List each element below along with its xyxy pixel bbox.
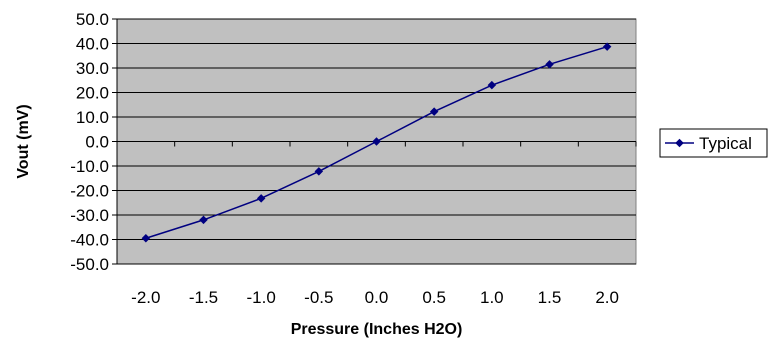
y-axis-title: Vout (mV): [15, 104, 32, 178]
legend-label: Typical: [699, 134, 752, 153]
data-point: [487, 80, 497, 90]
x-tick-labels: -2.0 -1.5 -1.0 -0.5 0.0 0.5 1.0 1.5 2.0: [131, 288, 619, 307]
y-tick-label: 30.0: [76, 59, 109, 78]
x-tick-label: 1.5: [538, 288, 562, 307]
y-tick-label: -30.0: [70, 206, 109, 225]
data-point: [372, 137, 381, 146]
y-tick-label: -20.0: [70, 182, 109, 201]
y-tick-labels: 50.0 40.0 30.0 20.0 10.0 0.0 -10.0 -20.0 -30.0 -4…: [70, 10, 109, 274]
grid-lines: [112, 18, 636, 265]
x-tick-label: 0.5: [422, 288, 446, 307]
x-tick-label: -1.0: [247, 288, 276, 307]
y-tick-label: -40.0: [70, 231, 109, 250]
x-tick-label: 1.0: [480, 288, 504, 307]
y-tick-label: 50.0: [76, 10, 109, 29]
y-tick-label: -50.0: [70, 255, 109, 274]
legend: Typical: [659, 128, 768, 158]
data-point: [314, 167, 324, 176]
x-tick-label: 2.0: [595, 288, 619, 307]
y-tick-label: -10.0: [70, 157, 109, 176]
y-tick-label: 10.0: [76, 108, 109, 127]
x-tick-label: -1.5: [189, 288, 218, 307]
axes: [116, 19, 637, 264]
data-point: [429, 107, 439, 116]
x-axis-title: Pressure (Inches H2O): [291, 321, 463, 338]
y-tick-label: 40.0: [76, 35, 109, 54]
x-tick-label: -2.0: [131, 288, 160, 307]
x-tick-label: 0.0: [365, 288, 389, 307]
data-point: [256, 194, 266, 203]
y-tick-label: 20.0: [76, 84, 109, 103]
y-tick-label: 0.0: [85, 133, 109, 152]
x-tick-label: -0.5: [304, 288, 333, 307]
